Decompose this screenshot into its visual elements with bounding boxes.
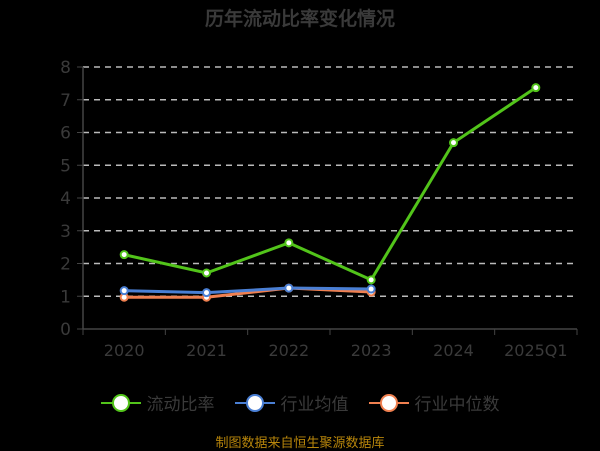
- y-tick-label: 7: [60, 91, 71, 111]
- x-tick-label: 2020: [104, 341, 145, 360]
- y-tick-label: 8: [60, 58, 71, 78]
- y-tick-label: 3: [60, 222, 71, 242]
- data-point[interactable]: [449, 138, 458, 148]
- y-tick-label: 2: [60, 255, 71, 275]
- data-point[interactable]: [366, 284, 376, 294]
- x-tick-label: 2025Q1: [504, 341, 568, 360]
- data-point[interactable]: [119, 286, 129, 296]
- legend-marker-icon: [368, 393, 409, 412]
- chart-title: 历年流动比率变化情况: [204, 8, 395, 30]
- x-tick-label: 2024: [433, 341, 474, 360]
- data-point[interactable]: [202, 288, 211, 298]
- legend: 流动比率 行业均值 行业中位数: [0, 390, 600, 415]
- legend-item[interactable]: 行业中位数: [368, 390, 500, 415]
- legend-label: 流动比率: [146, 395, 215, 415]
- y-tick-label: 0: [60, 320, 71, 340]
- data-point[interactable]: [284, 283, 294, 293]
- source-footnote: 制图数据来自恒生聚源数据库: [215, 436, 385, 451]
- x-tick-label: 2021: [186, 341, 227, 360]
- y-tick-label: 4: [60, 189, 71, 209]
- series-line: [124, 286, 372, 295]
- legend-marker-icon: [100, 393, 141, 412]
- legend-item[interactable]: 流动比率: [100, 390, 215, 415]
- data-point[interactable]: [366, 275, 376, 285]
- y-tick-label: 6: [60, 124, 71, 144]
- legend-label: 行业中位数: [414, 395, 500, 415]
- data-point[interactable]: [202, 268, 211, 278]
- data-point[interactable]: [531, 83, 541, 93]
- x-tick-label: 2023: [351, 341, 392, 360]
- series-line: [123, 86, 537, 282]
- y-tick-label: 1: [60, 287, 71, 307]
- legend-marker-icon: [234, 393, 275, 412]
- legend-label: 行业均值: [280, 395, 349, 415]
- legend-item[interactable]: 行业均值: [234, 390, 349, 415]
- data-point[interactable]: [284, 238, 294, 248]
- y-tick-label: 5: [60, 156, 71, 176]
- x-tick-label: 2022: [268, 341, 309, 360]
- data-point[interactable]: [119, 250, 129, 260]
